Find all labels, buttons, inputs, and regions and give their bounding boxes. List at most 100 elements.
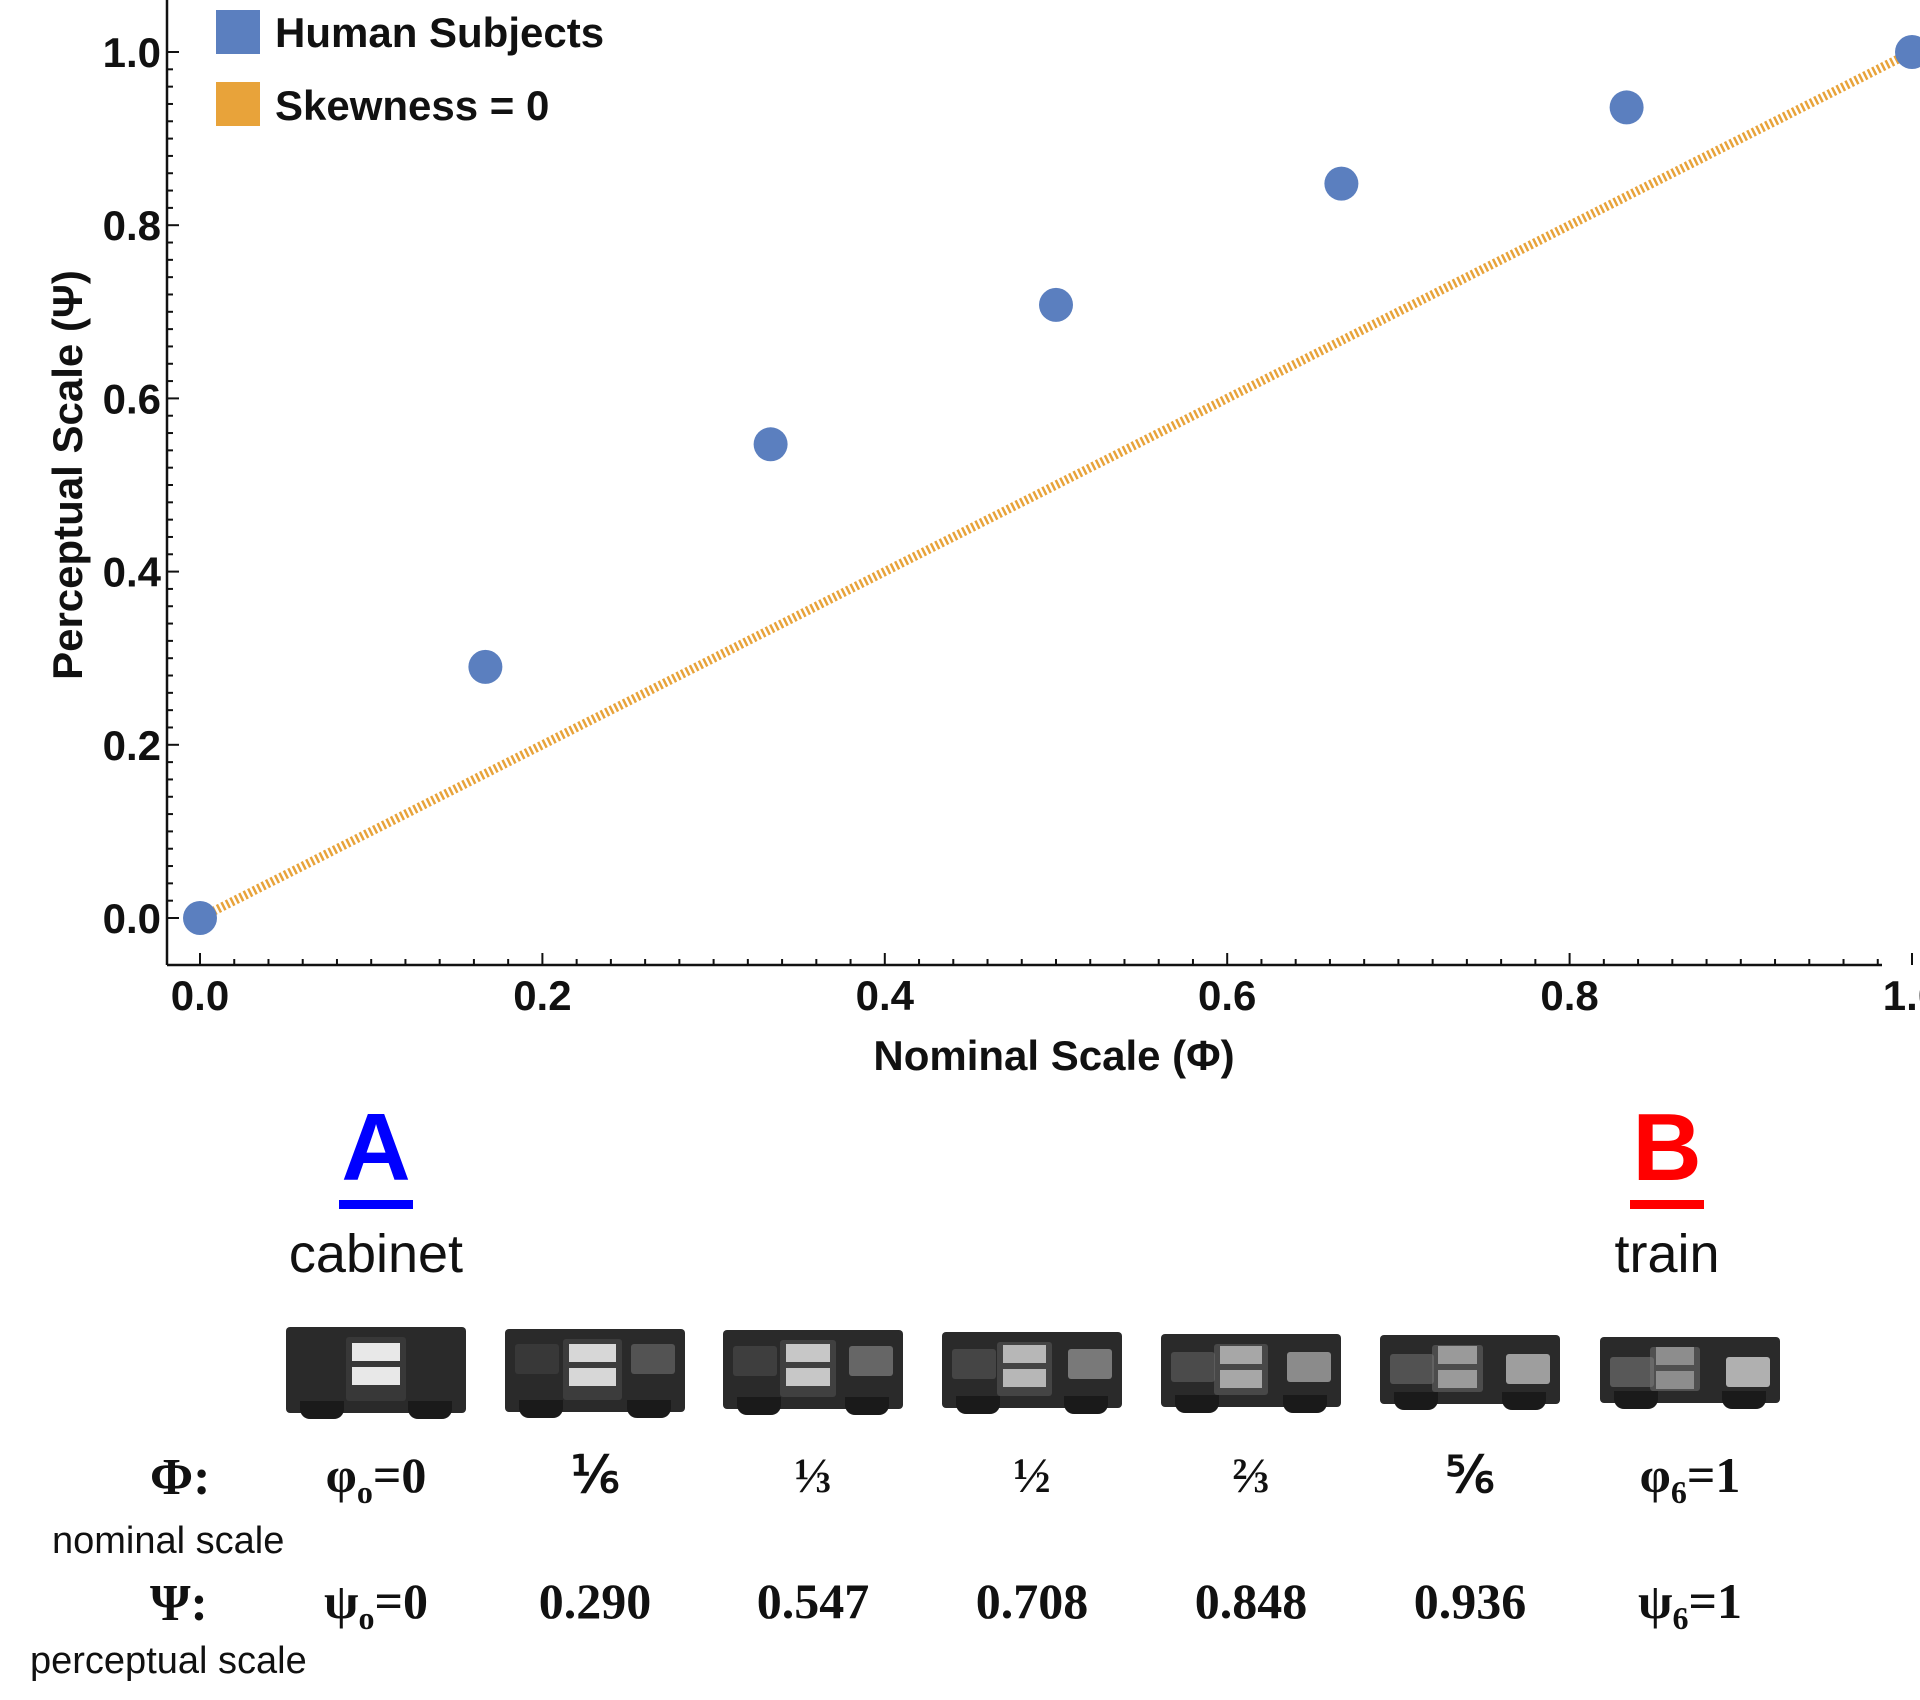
stimulus-image	[1380, 1335, 1560, 1410]
reference-line-series	[197, 47, 1915, 923]
scatter-chart: 0.0 0.2 0.4 0.6 0.8 1.0 0.0 0.2 0.4 0.6 0.8 1.0 Nom…	[44, 0, 1920, 1079]
phi-row-value: φo=0	[276, 1446, 476, 1511]
phi-row-value: φ6=1	[1590, 1446, 1790, 1511]
stimulus-door	[346, 1337, 406, 1401]
phi-row-index: o	[356, 1474, 373, 1510]
phi-row-value: ⅔	[1232, 1447, 1270, 1503]
stimulus-base	[519, 1400, 563, 1418]
psi-row-index: 6	[1672, 1600, 1689, 1636]
psi-row-value: 0.547	[756, 1573, 870, 1629]
endpoint-b: B train	[1517, 1100, 1817, 1285]
stimulus-pane	[352, 1343, 400, 1361]
psi-row-value: 0.848	[1194, 1573, 1308, 1629]
psi-row-symbol: Ψ:	[150, 1575, 208, 1632]
psi-row-equals: =1	[1688, 1573, 1742, 1629]
stimulus-pane	[1437, 1370, 1478, 1388]
phi-row-caption: nominal scale	[52, 1520, 285, 1562]
phi-row-equals: =0	[372, 1447, 427, 1503]
stimulus-door	[1214, 1344, 1268, 1395]
endpoint-b-name: train	[1614, 1224, 1720, 1284]
x-tick-label: 0.0	[171, 972, 229, 1019]
stimulus-pane	[352, 1367, 400, 1385]
psi-row-symbol: ψ	[1638, 1573, 1673, 1629]
stimulus-image	[286, 1327, 466, 1419]
scatter-series	[183, 35, 1920, 935]
psi-row-equals: =0	[374, 1573, 428, 1629]
data-point	[753, 427, 788, 462]
psi-row-caption: perceptual scale	[30, 1640, 307, 1682]
x-tick-label: 0.2	[513, 972, 571, 1019]
stimulus-window	[1506, 1354, 1550, 1384]
stimulus-base	[627, 1400, 671, 1418]
y-tick-label: 1.0	[103, 29, 161, 76]
morph-sequence-panel: A cabinet B train Φ: nominal scale φo=0 ⅙…	[0, 1080, 1920, 1700]
stimulus-image	[505, 1329, 685, 1418]
stimulus-window	[733, 1346, 777, 1376]
phi-row-value: ⅙	[570, 1447, 620, 1503]
stimulus-window	[849, 1346, 893, 1376]
stimulus-pane	[1003, 1345, 1046, 1363]
stimulus-window	[631, 1344, 675, 1374]
stimulus-door	[1431, 1345, 1484, 1392]
psi-row-value: 0.290	[538, 1573, 652, 1629]
y-tick-label: 0.6	[103, 375, 161, 422]
data-point	[1039, 287, 1073, 322]
stimulus-base	[1502, 1392, 1546, 1410]
endpoint-b-letter: B	[1630, 1100, 1704, 1209]
data-point	[1895, 35, 1920, 69]
y-tick-label: 0.0	[103, 895, 161, 942]
legend-swatch-skewness	[216, 82, 260, 126]
x-tick-label: 1.0	[1883, 972, 1920, 1019]
stimulus-window	[1726, 1357, 1770, 1387]
legend-label-human-subjects: Human Subjects	[275, 9, 604, 56]
stimulus-pane	[1437, 1346, 1478, 1364]
y-tick-label: 0.8	[103, 202, 161, 249]
stimulus-pane	[569, 1344, 616, 1362]
phi-row-value: ⅓	[794, 1447, 832, 1503]
stimulus-pane	[1003, 1369, 1046, 1387]
stimulus-door	[779, 1340, 837, 1397]
legend-label-skewness: Skewness = 0	[275, 82, 549, 129]
stimulus-window	[515, 1344, 559, 1374]
tick-labels: 0.0 0.2 0.4 0.6 0.8 1.0 0.0 0.2 0.4 0.6 0.8 1.0	[103, 29, 1920, 1019]
legend-swatch-human-subjects	[216, 10, 260, 54]
y-tick-label: 0.2	[103, 722, 161, 769]
legend: Human Subjects Skewness = 0	[216, 9, 604, 129]
stimulus-window	[1610, 1357, 1654, 1387]
data-point	[1324, 166, 1359, 201]
data-point	[1609, 90, 1644, 125]
x-tick-label: 0.6	[1198, 972, 1256, 1019]
phi-row-index: 6	[1670, 1474, 1687, 1510]
stimulus-image	[1600, 1337, 1780, 1409]
phi-row-symbol: Φ:	[150, 1449, 211, 1506]
stimulus-door	[997, 1342, 1052, 1396]
stimulus-base	[1064, 1396, 1108, 1414]
endpoint-a-letter: A	[339, 1100, 413, 1209]
stimulus-pane	[1656, 1347, 1694, 1365]
data-point	[183, 901, 217, 935]
stimulus-pane	[1220, 1346, 1262, 1364]
stimulus-base	[1614, 1391, 1658, 1409]
stimulus-base	[1175, 1395, 1219, 1413]
stimulus-pane	[785, 1368, 831, 1386]
psi-row-value: ψo=0	[276, 1572, 476, 1637]
y-tick-label: 0.4	[103, 549, 162, 596]
stimulus-window	[1390, 1354, 1434, 1384]
psi-row-index: o	[358, 1600, 375, 1636]
stimulus-pane	[1656, 1371, 1694, 1389]
phi-row-equals: =1	[1686, 1447, 1741, 1503]
endpoint-a: A cabinet	[226, 1100, 526, 1285]
stimulus-pane	[1220, 1370, 1262, 1388]
stimulus-base	[1722, 1391, 1766, 1409]
phi-row-value: ½	[1013, 1447, 1051, 1503]
stimulus-base	[300, 1401, 344, 1419]
axes	[165, 0, 1913, 967]
stimulus-base	[845, 1397, 889, 1415]
stimulus-window	[1068, 1349, 1112, 1379]
stimulus-image	[942, 1332, 1122, 1414]
stimulus-window	[952, 1349, 996, 1379]
x-tick-label: 0.4	[856, 972, 915, 1019]
phi-row-symbol: φ	[325, 1447, 357, 1503]
reference-line	[197, 47, 1915, 923]
stimulus-pane	[785, 1344, 831, 1362]
